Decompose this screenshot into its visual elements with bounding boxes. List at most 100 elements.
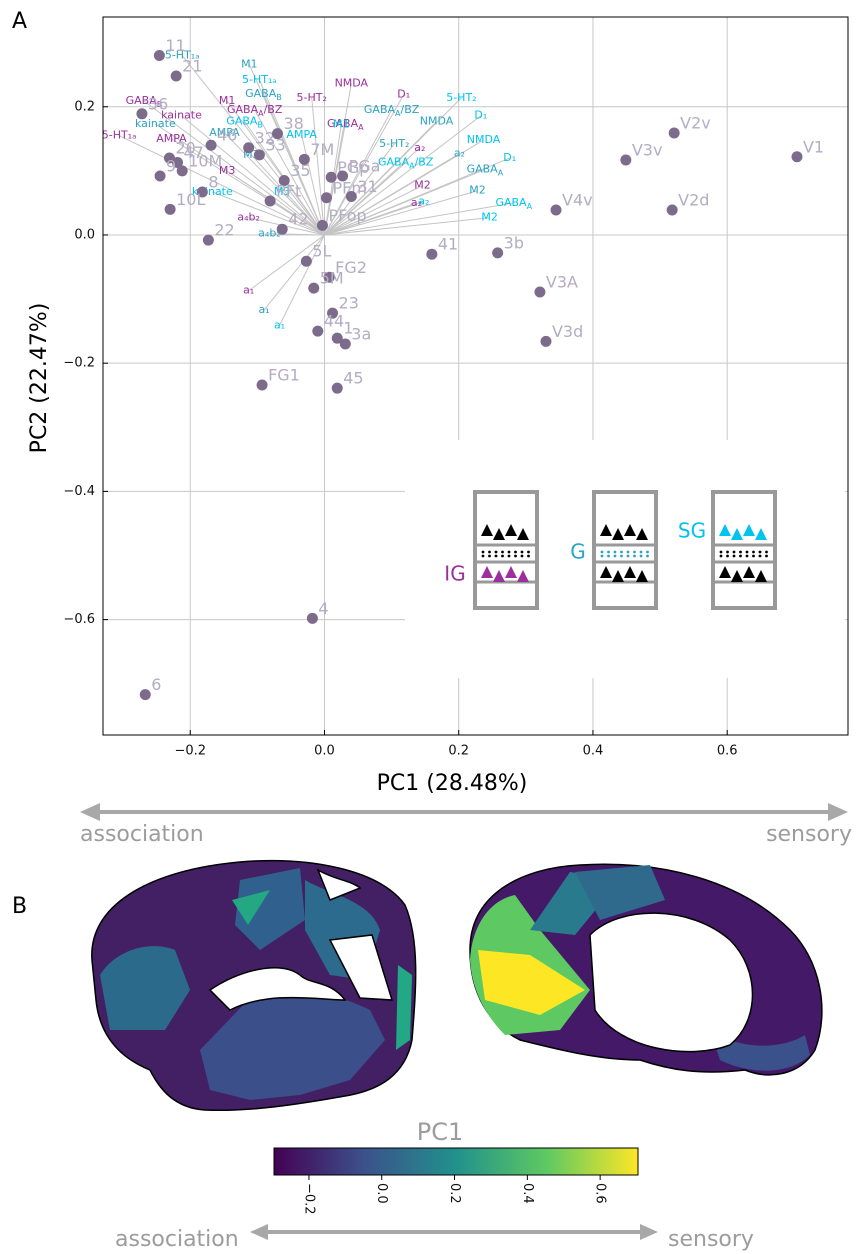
label-text: D₁ [397,88,410,101]
label-text: 5-HT₂ [446,91,476,104]
point-label: 6 [151,675,161,694]
point-label: 45 [343,369,363,388]
loading-label: a₄b₂ [258,227,281,240]
point [327,307,339,319]
loading-vector [301,134,325,236]
point [550,204,562,216]
arrow-label: association [115,1227,239,1252]
point [276,223,288,235]
point [243,142,255,154]
cell-dot [639,550,643,554]
point-label: 20 [175,139,195,158]
loading-vector [324,94,405,236]
loading-label: AMPA [286,128,317,141]
point [202,234,214,246]
point-label: 46 [217,126,237,145]
loading-label: M1 [241,57,258,70]
cell-dot [752,554,755,558]
cell-triangle [743,566,755,578]
loading-label: kainate [161,109,202,122]
label-tail: /BZ [401,103,420,116]
loading-vector [250,154,325,236]
point-label: 5L [312,242,331,261]
cell-dot [520,550,524,554]
loading-label: D₁ [503,151,516,164]
arrow-label: sensory [766,822,852,847]
label-text: D₁ [474,109,487,122]
cell-dot [646,554,649,558]
cell-dot [739,554,742,558]
label-text: M1 [241,57,258,70]
label-text: GABA [327,117,359,130]
arrow [80,803,848,821]
label-sub: B [276,92,282,101]
layer-box [711,490,777,610]
label-text: GABA [467,163,499,176]
label-text: M2 [481,211,498,224]
point [325,171,337,183]
point [540,335,552,347]
loading-label: M3 [274,185,291,198]
label-text: kainate [161,109,202,122]
point-label: 1 [343,319,353,338]
label-text: GABA [227,103,259,116]
point [264,195,276,207]
cell-dot [481,554,485,558]
loading-label: a₁ [243,284,254,297]
y-tick-label: 0.2 [74,99,95,114]
arrow-label: sensory [668,1227,754,1252]
loading-vector [248,234,325,292]
loading-label: a₂ [411,196,422,209]
point-label: 32 [255,128,275,147]
label-text: AMPA [286,128,317,141]
point-label: V3d [552,322,583,341]
cell-dot [745,550,749,554]
cell-dot [633,550,636,554]
loading-vector [324,202,514,236]
point [337,170,349,182]
point [492,247,504,259]
loading-vector [281,191,325,236]
label-text: 5-HT₁ₐ [165,48,200,61]
label-text: NMDA [335,77,369,90]
point [306,612,318,624]
layer-box [592,490,658,610]
panel-label: B [12,894,27,919]
label-text: M3 [274,185,291,198]
cell-dot [626,554,630,558]
loading-label: GABAB [245,87,282,102]
loading-label: 5-HT₁ₐ [242,73,277,86]
loading-label: GABAA/BZ [227,103,283,118]
loading-label: NMDA [420,114,454,127]
loading-label: 5-HT₂ [297,91,327,104]
point-label: 36 [148,94,168,113]
point [620,154,632,166]
label-text: a₁ [259,303,270,316]
point [136,108,148,120]
point [791,151,803,163]
point-label: 10M [188,151,222,170]
cell-dot [620,554,623,558]
point-label: 21 [182,56,202,75]
loading-vector [324,115,482,236]
point-label: V3v [632,140,663,159]
loading-label: M1 [333,118,350,131]
loading-label: a₂ [418,195,429,208]
label-text: M3 [219,164,236,177]
cell-dot [600,554,604,558]
cell-triangle [636,570,648,582]
label-text: a₂ [414,141,425,154]
label-text: AMPA [209,126,240,139]
point-label: 11 [165,36,185,55]
loading-label: M2 [469,184,486,197]
cell-dot [507,550,511,554]
x-tick-label: 0.4 [583,744,604,759]
loading-label: GABAB [226,114,263,129]
point-label: PFt [276,181,301,200]
point-label: 42 [288,210,308,229]
loading-label: GABAA [327,117,364,132]
point-label: FG1 [268,365,300,384]
point-label: PFop [328,206,366,225]
label-text: 5-HT₁ₐ [242,73,277,86]
cell-triangle [719,524,731,536]
